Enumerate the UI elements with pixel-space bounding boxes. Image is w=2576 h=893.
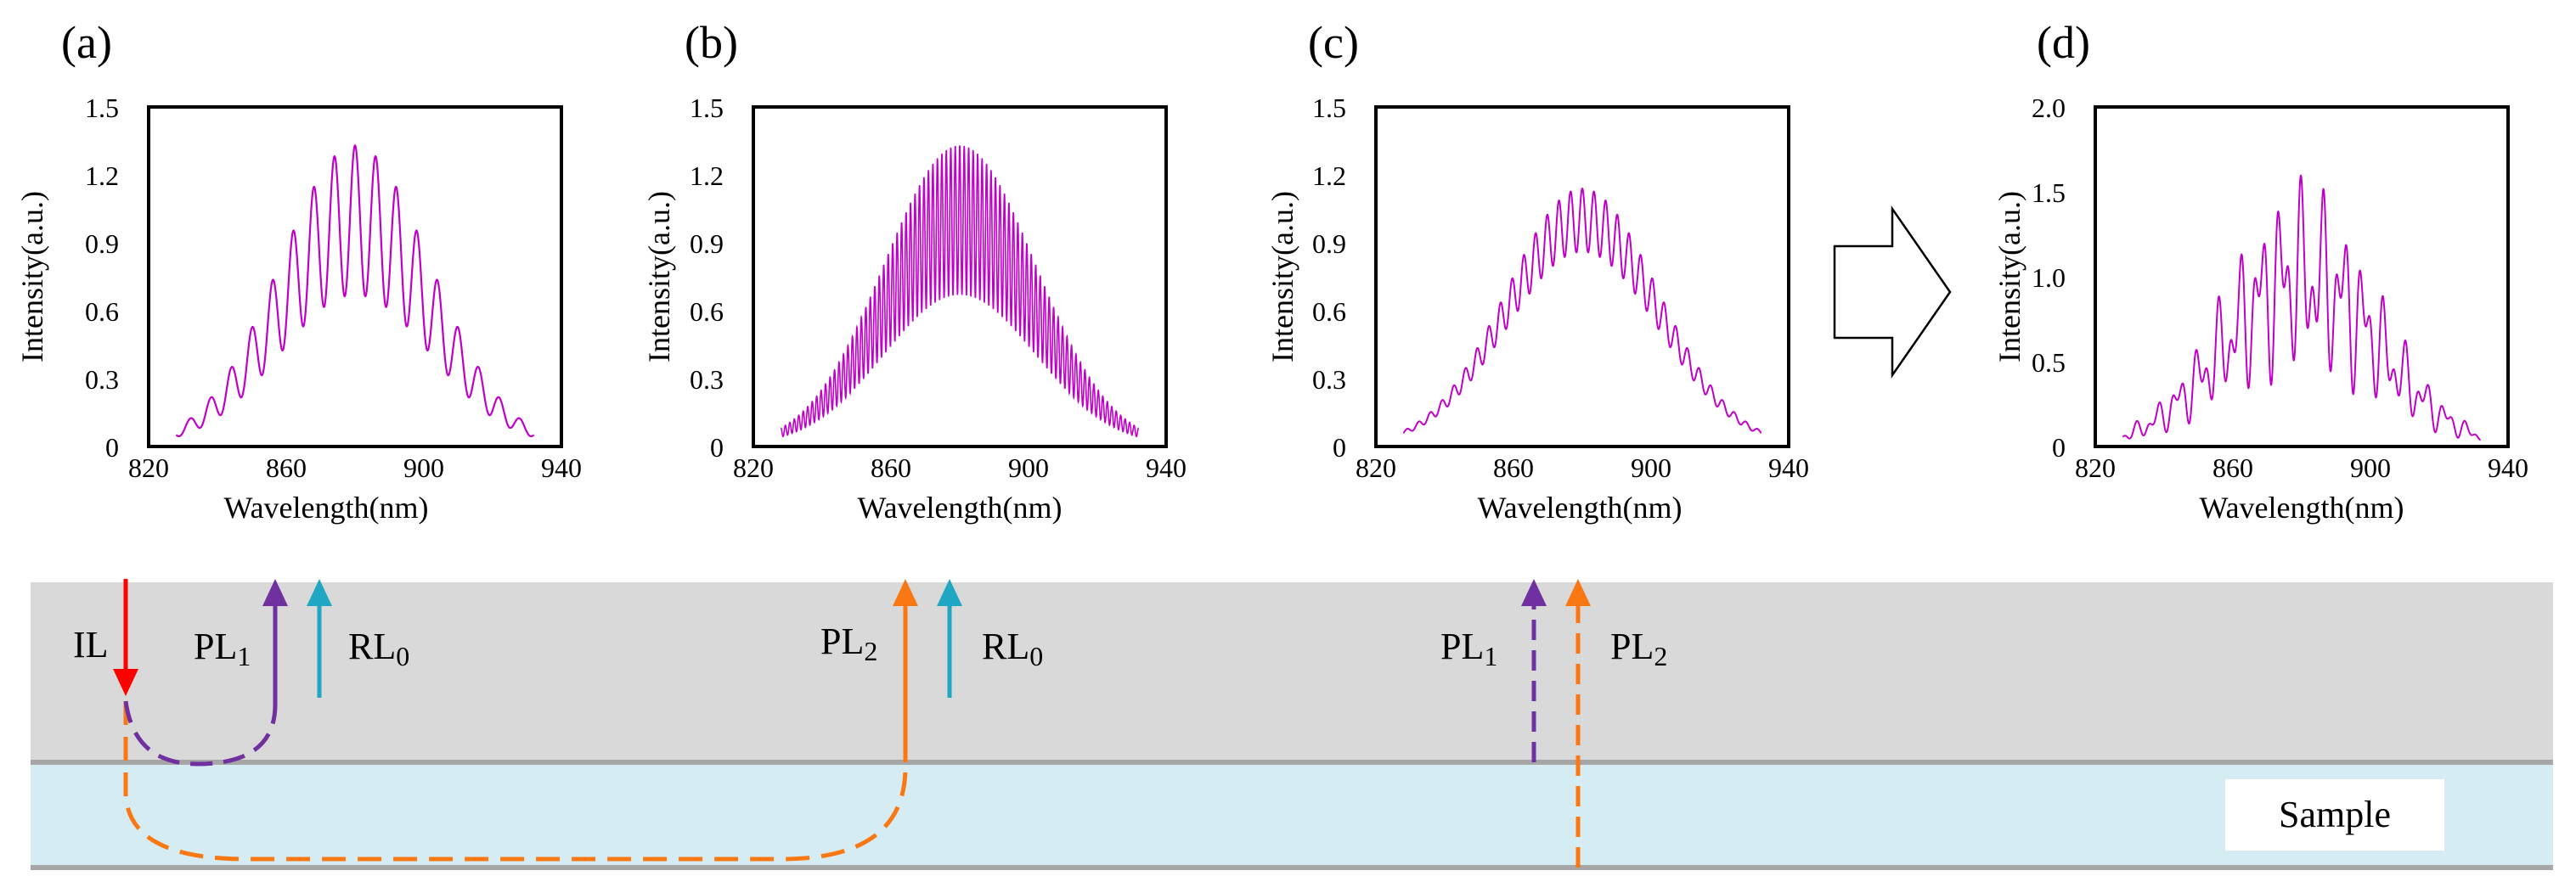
- panel-d-xtick: 940: [2488, 452, 2528, 483]
- panel-b-xtick: 900: [1008, 452, 1049, 483]
- sample-layer: [31, 762, 2553, 868]
- panel-a-xtick: 860: [266, 452, 307, 483]
- panel-a-xtick: 900: [403, 452, 444, 483]
- panel-d-frame: [2094, 105, 2510, 448]
- panel-a-ytick: 1.5: [85, 93, 119, 123]
- pl1-left-label: PL1: [194, 626, 251, 671]
- panel-b-xlabel: Wavelength(nm): [857, 491, 1062, 525]
- panel-a-ytick: 0.6: [85, 296, 119, 327]
- panel-c-xtick: 940: [1768, 452, 1809, 483]
- il-label: IL: [73, 624, 109, 666]
- panel-a-ytick: 0: [105, 432, 119, 463]
- pl2-dashed-path: [123, 701, 908, 862]
- panel-a-ytick: 0.3: [85, 364, 119, 395]
- panel-c-spectrum-line: [1402, 187, 1762, 434]
- panel-b-ytick: 1.2: [690, 160, 724, 191]
- panel-c-ylabel: Intensity(a.u.): [1265, 191, 1299, 362]
- panel-d-xtick: 900: [2350, 452, 2391, 483]
- panel-a-ytick: 0.9: [85, 228, 119, 259]
- rl0-left-label: RL0: [348, 626, 409, 671]
- panel-d-spectrum-line: [2122, 174, 2481, 441]
- panel-c-xtick: 860: [1493, 452, 1534, 483]
- panel-d-label: (d): [2037, 17, 2090, 68]
- panel-b-ytick: 0.3: [690, 364, 724, 395]
- panel-b-xtick: 860: [871, 452, 911, 483]
- panel-c-ytick: 0.3: [1312, 364, 1346, 395]
- panel-c-ytick: 0: [1333, 432, 1346, 463]
- panel-a-frame: [147, 105, 563, 448]
- panel-d-xlabel: Wavelength(nm): [2199, 491, 2404, 525]
- panel-d-xtick: 860: [2212, 452, 2253, 483]
- panel-a-xtick: 940: [541, 452, 582, 483]
- panel-d-ytick: 1.5: [2032, 177, 2066, 208]
- panel-c-xtick: 900: [1631, 452, 1671, 483]
- rl0-mid-label: RL0: [982, 626, 1043, 671]
- panel-a-spectrum-line: [175, 144, 535, 438]
- rl0-mid-arrowhead-icon: [937, 579, 962, 606]
- panel-c: (c) 1.5 1.2 0.9 0.6 0.3 0 820 860 900 94…: [1265, 17, 1809, 525]
- pl2-right-arrowhead-icon: [1565, 579, 1591, 606]
- panel-b-xtick: 820: [733, 452, 774, 483]
- pl2-arrowhead-icon: [893, 579, 918, 606]
- panel-d-ytick: 0: [2052, 432, 2066, 463]
- panel-b-ytick: 0: [710, 432, 724, 463]
- panel-c-frame: [1374, 105, 1790, 448]
- panel-b: (b) 1.5 1.2 0.9 0.6 0.3 0 820 860 900 94…: [642, 17, 1187, 525]
- panel-d-ytick: 2.0: [2032, 93, 2066, 123]
- sample-label: Sample: [2279, 794, 2391, 835]
- panel-d-ytick: 1.0: [2032, 262, 2066, 293]
- light-path-diagram: Sample IL PL1 RL0 PL2 RL0 PL1 PL2: [31, 579, 2553, 870]
- panel-d-ytick: 0.5: [2032, 347, 2066, 378]
- panel-b-ylabel: Intensity(a.u.): [642, 191, 676, 362]
- panel-c-xtick: 820: [1356, 452, 1396, 483]
- panel-a-ylabel: Intensity(a.u.): [15, 191, 49, 362]
- panel-a-ytick: 1.2: [85, 160, 119, 191]
- panel-b-ytick: 0.6: [690, 296, 724, 327]
- rl0-left-arrowhead-icon: [307, 579, 332, 606]
- panel-b-spectrum-line: [780, 145, 1140, 438]
- top-layer: [31, 582, 2553, 762]
- pl1-dashed-path: [123, 700, 278, 767]
- panel-d-xtick: 820: [2075, 452, 2116, 483]
- panel-c-ytick: 0.9: [1312, 228, 1346, 259]
- pl1-right-label: PL1: [1440, 626, 1497, 671]
- il-arrowhead-icon: [113, 669, 138, 696]
- panel-c-label: (c): [1308, 17, 1359, 68]
- panel-b-label: (b): [685, 17, 738, 68]
- panel-a-label: (a): [61, 17, 112, 68]
- pl1-arrowhead-icon: [262, 579, 288, 606]
- panel-b-ytick: 0.9: [690, 228, 724, 259]
- panel-c-ytick: 1.2: [1312, 160, 1346, 191]
- panel-a-xtick: 820: [128, 452, 169, 483]
- panel-c-ytick: 0.6: [1312, 296, 1346, 327]
- panel-a-xlabel: Wavelength(nm): [223, 491, 428, 525]
- pl2-right-label: PL2: [1610, 626, 1667, 671]
- panel-c-ytick: 1.5: [1312, 93, 1346, 123]
- panel-c-xlabel: Wavelength(nm): [1477, 491, 1682, 525]
- pl2-mid-label: PL2: [820, 621, 877, 666]
- panel-a: (a) 1.5 1.2 0.9 0.6 0.3 0 820 860 900 94…: [15, 17, 582, 525]
- right-arrow-icon: [1833, 205, 1952, 379]
- panel-b-xtick: 940: [1146, 452, 1187, 483]
- panel-d: (d) 2.0 1.5 1.0 0.5 0 820 860 900 940 Wa…: [1993, 17, 2528, 525]
- sample-label-box: [2225, 779, 2444, 851]
- panel-b-frame: [752, 105, 1168, 448]
- panel-d-ylabel: Intensity(a.u.): [1993, 191, 2026, 362]
- panel-b-ytick: 1.5: [690, 93, 724, 123]
- pl1-right-arrowhead-icon: [1521, 579, 1547, 606]
